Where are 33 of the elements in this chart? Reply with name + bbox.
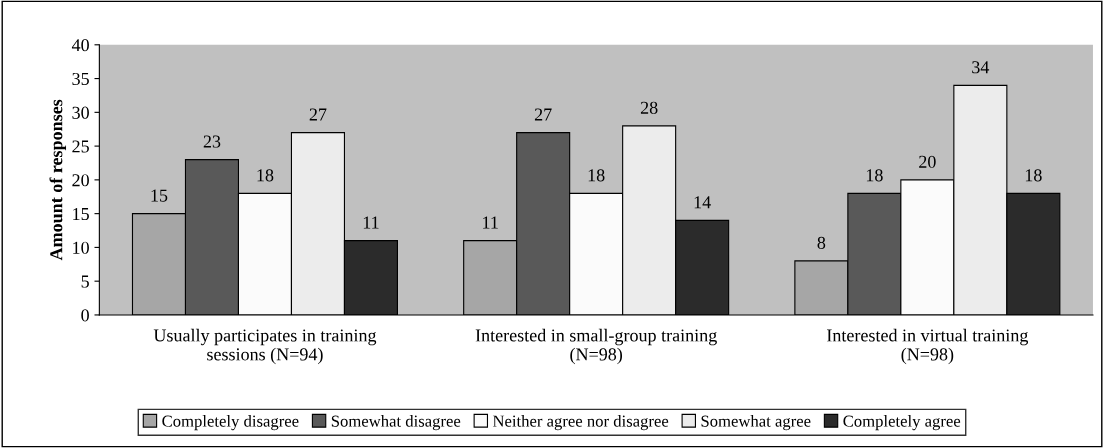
y-tick-label: 25 [72,140,89,153]
x-tick-label: Interested in virtual training (N=98) [826,328,1029,365]
legend-label: Somewhat agree [701,415,811,431]
data-label: 11 [483,216,498,229]
legend-label: Somewhat disagree [331,415,461,431]
y-tick-label: 30 [72,106,89,119]
data-label: 14 [694,196,711,209]
y-tick-label: 35 [72,72,89,86]
data-label: 18 [257,169,274,182]
data-label: 11 [363,216,379,229]
y-tick-label: 5 [81,275,89,288]
data-label: 34 [972,61,990,74]
data-label: 15 [151,189,168,202]
legend-label: Neither agree nor disagree [492,415,669,431]
y-tick-label: 15 [73,207,89,221]
x-tick-label: Interested in small-group training (N=98) [475,328,717,365]
data-label: 18 [588,169,605,182]
legend-label: Completely agree [843,415,961,431]
data-label: 18 [1025,169,1042,182]
x-tick-label: Usually participates in training sessions (N=94) [153,328,377,365]
y-tick-label: 0 [81,309,89,322]
data-label: 23 [203,135,221,148]
y-tick-label: 10 [73,241,89,254]
y-tick-label: 20 [72,174,89,187]
data-label: 27 [534,108,552,121]
data-label: 28 [640,101,658,114]
y-tick-label: 40 [71,39,89,52]
y-axis-title: Amount of responses [49,99,67,261]
data-label: 18 [866,169,883,182]
legend-label: Completely disagree [162,415,299,431]
data-label: 8 [817,236,826,249]
data-label: 27 [309,108,327,121]
data-label: 20 [919,155,936,168]
